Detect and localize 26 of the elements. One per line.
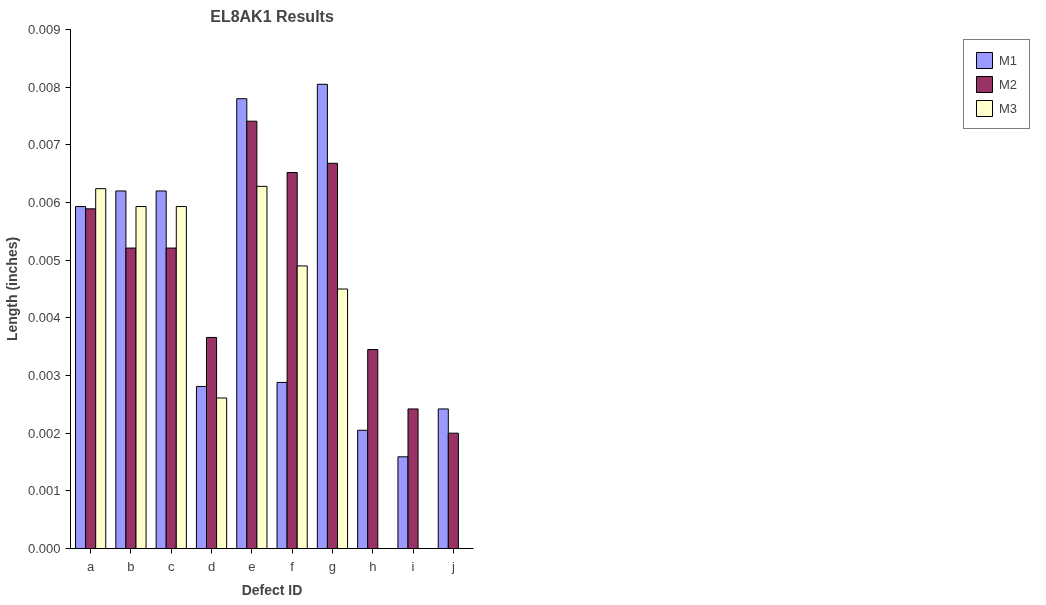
y-tick-label: 0.007 (27, 137, 61, 153)
y-tick-label: 0.005 (27, 252, 61, 268)
y-tick-label: 0.008 (27, 79, 61, 95)
y-axis-title: Length (inches) (3, 236, 20, 342)
y-tick-label: 0.000 (27, 541, 61, 556)
x-tick-label: d (207, 558, 216, 574)
legend-label: M1 (999, 52, 1019, 68)
x-tick-label: f (290, 558, 295, 574)
x-tick-label: h (369, 558, 377, 574)
x-tick-label: e (248, 558, 256, 574)
x-axis-title: Defect ID (241, 581, 303, 598)
x-tick-label: a (87, 558, 96, 574)
y-tick-label: 0.003 (27, 368, 61, 383)
y-tick-label: 0.006 (27, 195, 61, 210)
legend-label: M3 (999, 100, 1019, 116)
x-tick-label: j (450, 558, 455, 574)
x-tick-label: i (411, 558, 415, 574)
y-tick-label: 0.004 (27, 310, 61, 326)
y-tick-label: 0.002 (27, 425, 61, 441)
x-tick-label: b (127, 558, 135, 574)
y-tick-label: 0.009 (27, 22, 61, 37)
x-tick-label: c (168, 558, 175, 574)
chart-title: EL8AK1 Results (210, 7, 334, 25)
y-tick-label: 0.001 (27, 483, 61, 499)
x-tick-label: g (328, 558, 337, 574)
legend-label: M2 (999, 76, 1019, 92)
